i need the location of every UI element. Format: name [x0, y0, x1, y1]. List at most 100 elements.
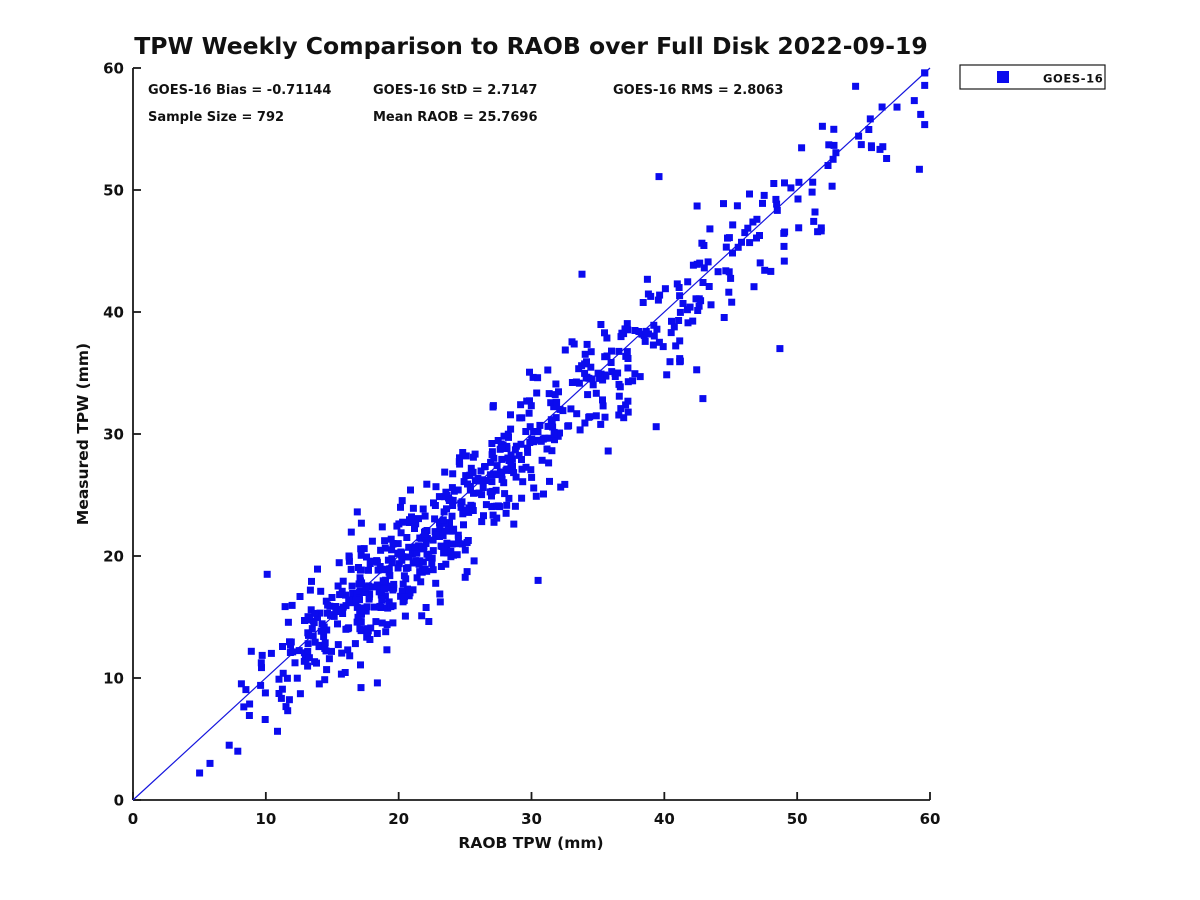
scatter-point	[314, 613, 321, 621]
scatter-point	[621, 325, 629, 333]
scatter-point	[334, 620, 341, 628]
scatter-point	[245, 712, 253, 719]
scatter-point	[386, 572, 394, 580]
scatter-point	[301, 617, 308, 624]
scatter-point	[453, 551, 461, 559]
scatter-point	[811, 208, 819, 216]
scatter-point	[545, 434, 553, 442]
scatter-point	[398, 556, 406, 564]
scatter-point	[353, 590, 361, 597]
scatter-point	[425, 618, 433, 625]
scatter-point	[353, 618, 361, 626]
scatter-point	[570, 340, 578, 348]
scatter-point	[468, 502, 476, 510]
scatter-point	[263, 570, 271, 578]
scatter-point	[518, 494, 526, 502]
scatter-point	[461, 546, 469, 554]
scatter-point	[311, 638, 319, 646]
scatter-point	[589, 381, 597, 389]
scatter-point	[608, 347, 615, 355]
scatter-point	[464, 537, 472, 544]
scatter-point	[346, 652, 354, 660]
scatter-point	[507, 425, 515, 433]
scatter-point	[279, 669, 287, 677]
scatter-point	[551, 391, 559, 399]
scatter-point	[505, 457, 513, 464]
scatter-point	[629, 377, 637, 385]
scatter-point	[498, 455, 506, 463]
scatter-point	[852, 82, 860, 90]
scatter-point	[530, 428, 538, 435]
scatter-point	[275, 675, 283, 683]
scatter-point	[353, 508, 361, 516]
scatter-point	[431, 515, 439, 523]
scatter-point	[442, 488, 450, 496]
scatter-point	[357, 618, 365, 626]
scatter-point	[746, 190, 753, 198]
scatter-point	[436, 533, 443, 540]
scatter-point	[546, 477, 553, 485]
scatter-point	[481, 463, 489, 470]
scatter-point	[603, 334, 611, 342]
scatter-point	[437, 542, 445, 550]
scatter-point	[385, 584, 393, 592]
scatter-point	[421, 530, 429, 538]
scatter-point	[397, 529, 405, 537]
scatter-point	[727, 274, 735, 282]
scatter-point	[475, 489, 483, 497]
scatter-point	[409, 586, 417, 594]
scatter-point	[334, 582, 342, 590]
scatter-point	[561, 480, 569, 488]
scatter-point	[776, 345, 784, 353]
scatter-point	[698, 239, 706, 247]
scatter-point	[553, 399, 561, 406]
scatter-point	[296, 593, 304, 600]
scatter-point	[397, 548, 405, 556]
scatter-point	[321, 645, 329, 652]
scatter-point	[617, 405, 625, 413]
scatter-point	[361, 589, 369, 596]
scatter-point	[668, 317, 675, 325]
scatter-point	[242, 686, 250, 694]
y-axis-ticks: 0 10 20 30 40 50 60	[103, 60, 141, 810]
scatter-point	[773, 206, 781, 214]
scatter-point	[655, 173, 663, 181]
scatter-point	[597, 321, 605, 328]
scatter-point	[537, 437, 545, 445]
scatter-point	[305, 654, 313, 662]
scatter-point	[725, 288, 733, 296]
scatter-point	[893, 103, 901, 111]
scatter-point	[640, 332, 648, 340]
scatter-point	[760, 191, 768, 199]
scatter-point	[405, 553, 413, 561]
scatter-point	[544, 366, 552, 374]
scatter-point	[246, 700, 254, 708]
scatter-point	[368, 537, 376, 545]
scatter-point	[375, 588, 383, 596]
scatter-point	[761, 266, 769, 274]
scatter-point	[581, 419, 589, 427]
scatter-point	[523, 397, 531, 405]
scatter-point	[388, 546, 396, 554]
scatter-point	[568, 379, 576, 386]
scatter-point	[317, 587, 325, 595]
scatter-point	[454, 535, 462, 543]
scatter-point	[320, 633, 328, 640]
scatter-point	[672, 342, 680, 350]
scatter-point	[601, 413, 609, 421]
scatter-point	[653, 325, 661, 333]
scatter-point	[611, 373, 619, 380]
scatter-point	[300, 657, 308, 665]
scatter-point	[316, 641, 324, 649]
scatter-point	[557, 483, 565, 491]
scatter-point	[279, 643, 286, 650]
scatter-point	[728, 298, 736, 306]
scatter-point	[449, 527, 457, 535]
scatter-point	[482, 477, 490, 484]
scatter-point	[656, 291, 664, 299]
scatter-point	[794, 195, 802, 203]
scatter-point	[749, 218, 757, 226]
scatter-point	[504, 430, 512, 438]
scatter-point	[477, 477, 485, 485]
scatter-point	[327, 611, 334, 619]
